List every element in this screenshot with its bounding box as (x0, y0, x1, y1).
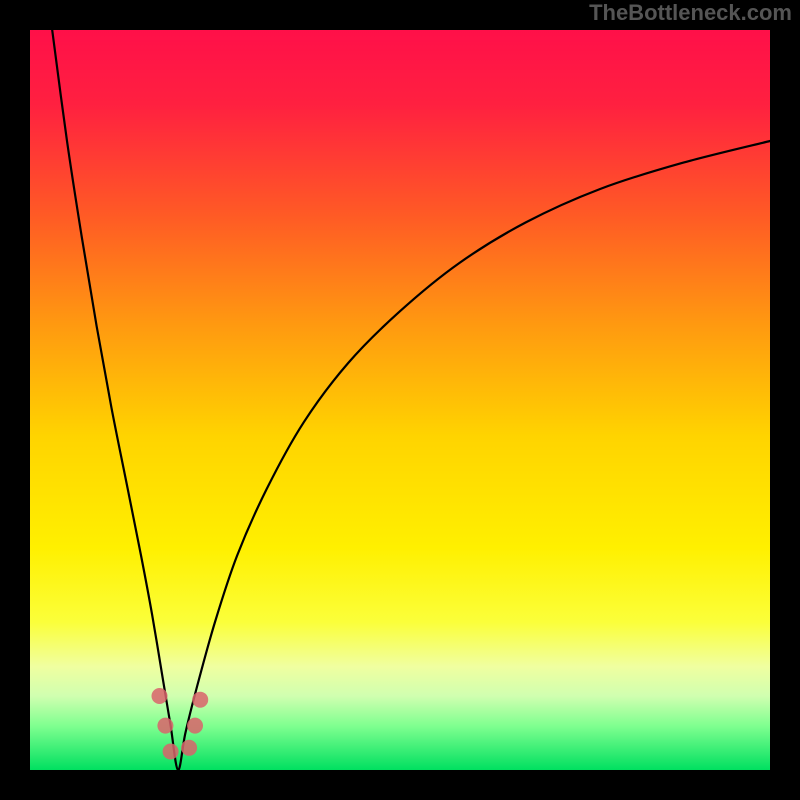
bottleneck-chart-svg (0, 0, 800, 800)
marker-dot (163, 744, 179, 760)
marker-dot (152, 688, 168, 704)
marker-dot (157, 718, 173, 734)
marker-dot (181, 740, 197, 756)
marker-dot (192, 692, 208, 708)
marker-dot (187, 718, 203, 734)
chart-container: TheBottleneck.com (0, 0, 800, 800)
attribution-label: TheBottleneck.com (589, 0, 792, 26)
plot-background-gradient (30, 30, 770, 770)
